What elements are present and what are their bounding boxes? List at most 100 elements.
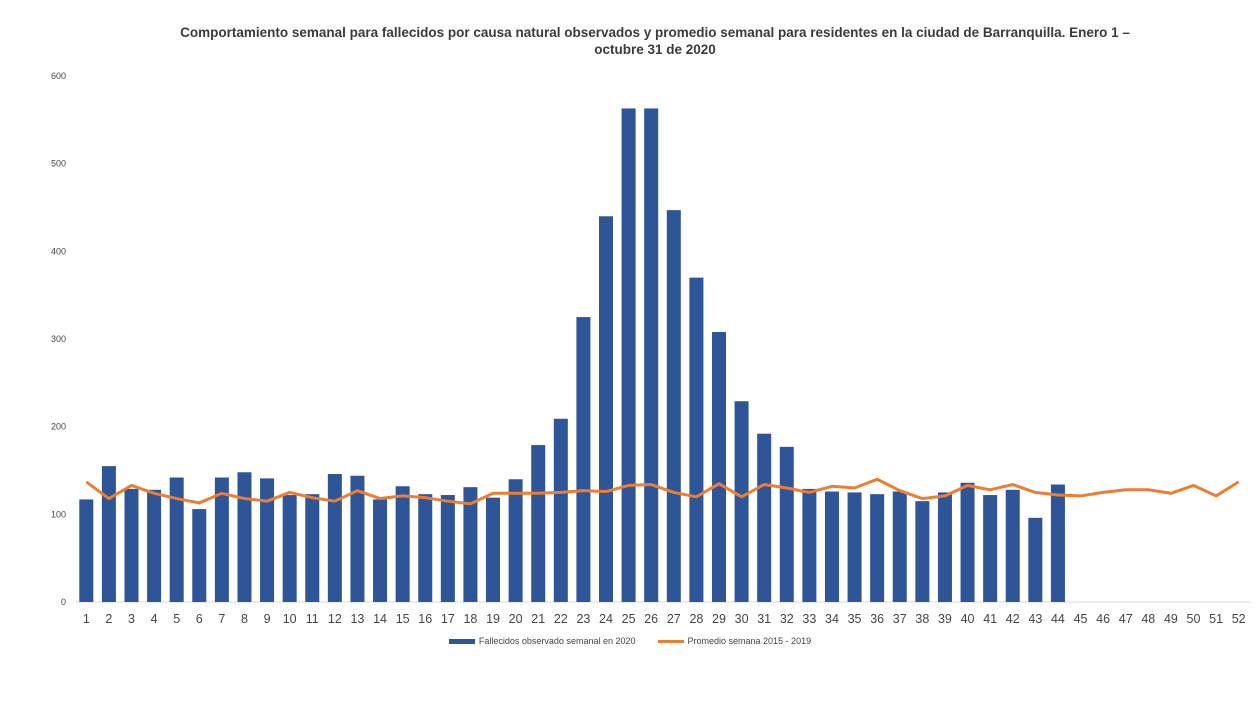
bar-week-21 <box>531 445 546 602</box>
x-tick-label: 1 <box>83 612 90 626</box>
bar-week-1 <box>79 499 94 602</box>
legend-line-swatch <box>657 639 684 643</box>
bar-week-4 <box>147 489 162 602</box>
bar-week-29 <box>711 331 726 602</box>
x-tick-label: 38 <box>915 612 929 626</box>
x-tick-label: 12 <box>328 612 342 626</box>
bar-week-26 <box>644 108 659 602</box>
legend: Fallecidos observado semanal en 2020 Pro… <box>0 636 1260 646</box>
y-tick-label: 200 <box>51 422 66 432</box>
x-tick-label: 52 <box>1232 612 1246 626</box>
bar-week-14 <box>373 499 388 602</box>
x-tick-label: 46 <box>1096 612 1110 626</box>
bar-week-7 <box>214 477 229 602</box>
bar-week-24 <box>599 216 614 602</box>
y-tick-label: 500 <box>51 159 66 169</box>
x-tick-label: 14 <box>373 612 387 626</box>
x-tick-label: 19 <box>486 612 500 626</box>
x-tick-label: 32 <box>780 612 794 626</box>
x-tick-label: 42 <box>1006 612 1020 626</box>
bar-week-5 <box>169 477 184 602</box>
x-tick-label: 49 <box>1164 612 1178 626</box>
bar-week-16 <box>418 494 433 602</box>
x-tick-label: 18 <box>463 612 477 626</box>
bar-week-25 <box>621 108 636 602</box>
bar-week-32 <box>779 446 794 602</box>
bar-week-19 <box>486 497 501 602</box>
bar-week-38 <box>915 501 930 602</box>
x-tick-label: 4 <box>151 612 158 626</box>
x-tick-label: 45 <box>1074 612 1088 626</box>
chart-title: Comportamiento semanal para fallecidos p… <box>130 24 1180 58</box>
x-tick-label: 8 <box>241 612 248 626</box>
x-tick-label: 26 <box>644 612 658 626</box>
x-tick-label: 41 <box>983 612 997 626</box>
bar-week-2 <box>101 466 116 602</box>
bar-week-6 <box>192 509 207 602</box>
x-tick-label: 48 <box>1141 612 1155 626</box>
y-tick-label: 0 <box>61 597 66 607</box>
bar-week-22 <box>553 418 568 602</box>
bar-week-33 <box>802 488 817 602</box>
x-tick-label: 23 <box>576 612 590 626</box>
bar-week-27 <box>666 210 681 602</box>
x-tick-label: 35 <box>848 612 862 626</box>
y-tick-label: 300 <box>51 334 66 344</box>
x-tick-label: 6 <box>196 612 203 626</box>
bar-week-20 <box>508 479 523 602</box>
bar-week-3 <box>124 488 139 602</box>
x-tick-label: 37 <box>893 612 907 626</box>
bar-week-44 <box>1050 484 1065 602</box>
y-tick-label: 400 <box>51 246 66 256</box>
bar-week-8 <box>237 472 252 602</box>
x-tick-label: 27 <box>667 612 681 626</box>
bar-week-36 <box>870 494 885 602</box>
chart-title-line1: Comportamiento semanal para fallecidos p… <box>180 25 1130 40</box>
x-tick-label: 2 <box>105 612 112 626</box>
x-tick-label: 40 <box>961 612 975 626</box>
x-tick-label: 47 <box>1119 612 1133 626</box>
bar-week-30 <box>734 401 749 602</box>
legend-item-bars: Fallecidos observado semanal en 2020 <box>448 636 636 646</box>
bar-week-42 <box>1005 489 1020 602</box>
x-tick-label: 50 <box>1187 612 1201 626</box>
x-tick-label: 25 <box>622 612 636 626</box>
x-tick-label: 30 <box>735 612 749 626</box>
legend-bar-swatch <box>448 638 475 644</box>
bar-week-17 <box>440 495 455 602</box>
x-tick-label: 16 <box>418 612 432 626</box>
x-tick-label: 10 <box>283 612 297 626</box>
legend-item-line: Promedio semana 2015 - 2019 <box>657 636 812 646</box>
bar-week-37 <box>892 491 907 602</box>
x-tick-label: 43 <box>1028 612 1042 626</box>
x-tick-label: 28 <box>689 612 703 626</box>
x-tick-label: 44 <box>1051 612 1065 626</box>
x-tick-label: 13 <box>350 612 364 626</box>
x-tick-label: 21 <box>531 612 545 626</box>
bar-week-12 <box>327 474 342 602</box>
legend-bar-label: Fallecidos observado semanal en 2020 <box>478 636 636 646</box>
bar-week-23 <box>576 317 591 602</box>
x-tick-label: 3 <box>128 612 135 626</box>
bar-week-15 <box>395 486 410 602</box>
x-tick-label: 31 <box>757 612 771 626</box>
x-tick-label: 5 <box>173 612 180 626</box>
legend-line-label: Promedio semana 2015 - 2019 <box>687 636 812 646</box>
x-tick-label: 22 <box>554 612 568 626</box>
bar-week-31 <box>757 433 772 602</box>
bar-week-13 <box>350 475 365 602</box>
line-promedio <box>85 477 1240 506</box>
bar-week-18 <box>463 487 478 602</box>
x-tick-label: 9 <box>264 612 271 626</box>
x-tick-label: 39 <box>938 612 952 626</box>
bar-week-11 <box>305 494 320 602</box>
y-tick-label: 600 <box>51 71 66 81</box>
chart-title-line2: octubre 31 de 2020 <box>594 42 716 57</box>
bar-week-39 <box>937 492 952 602</box>
x-tick-label: 17 <box>441 612 455 626</box>
x-tick-label: 15 <box>396 612 410 626</box>
x-tick-label: 20 <box>509 612 523 626</box>
x-tick-label: 36 <box>870 612 884 626</box>
bar-week-34 <box>824 491 839 602</box>
